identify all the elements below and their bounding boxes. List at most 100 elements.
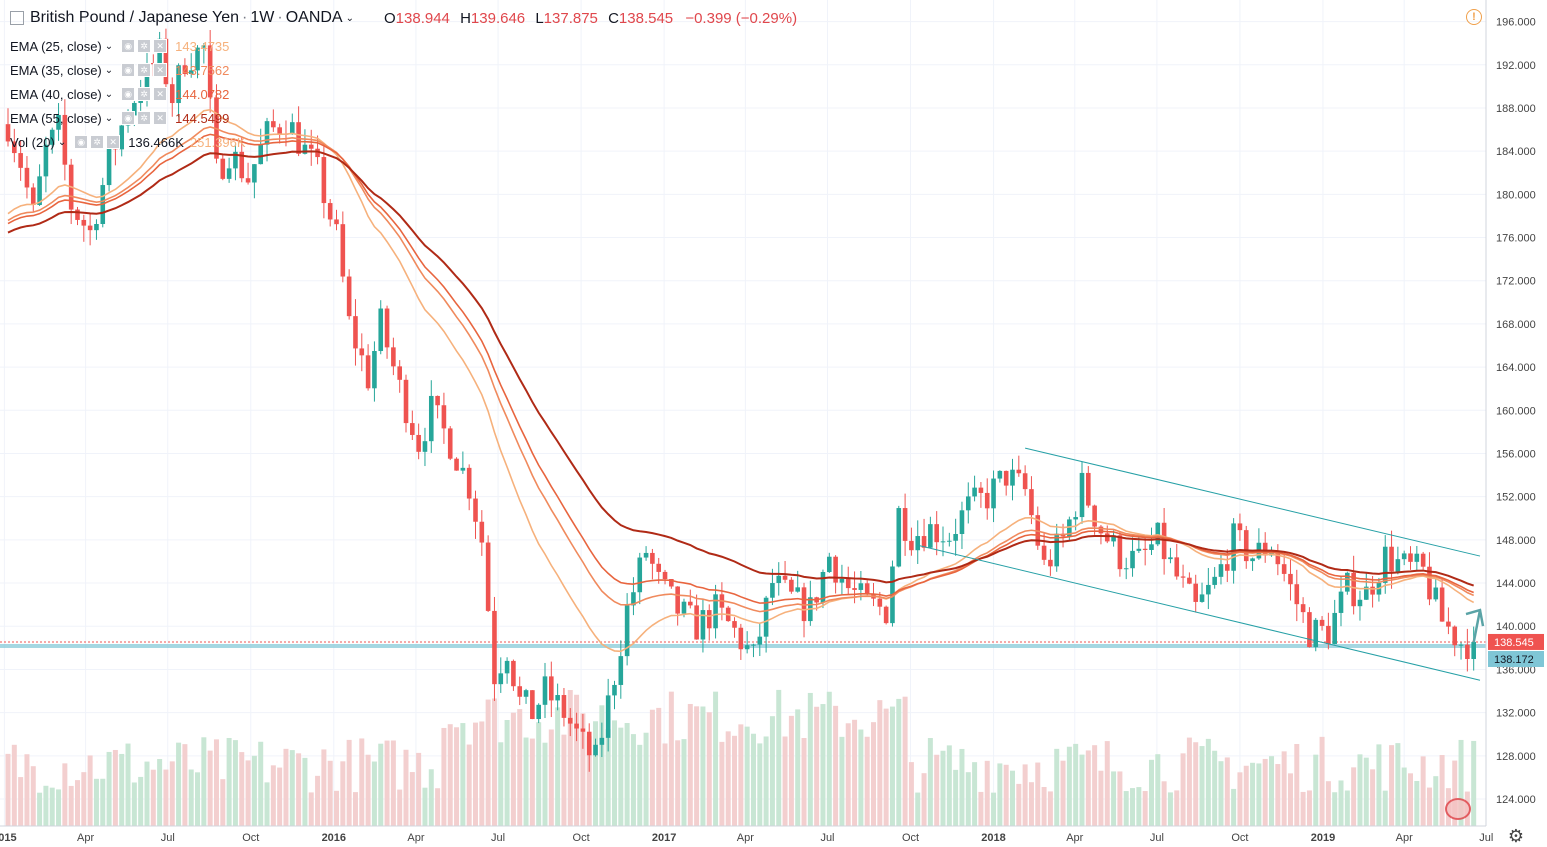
eye-icon[interactable]: ◉ — [121, 63, 136, 77]
candle-body — [378, 308, 384, 352]
candle-body — [1370, 586, 1375, 595]
chevron-down-icon[interactable]: ⌄ — [104, 88, 114, 100]
volume-bar — [902, 696, 908, 826]
volume-bar — [1073, 743, 1079, 826]
close-icon[interactable]: ✕ — [153, 87, 168, 101]
gear-icon[interactable]: ✲ — [90, 135, 105, 149]
candle-body — [713, 594, 718, 629]
volume-bar — [251, 755, 257, 826]
chevron-down-icon[interactable]: ⌄ — [57, 136, 67, 148]
volume-bar — [1325, 781, 1331, 826]
legend-row-ema25[interactable]: EMA (25, close) ⌄ ◉ ✲ ✕ 143.4735 — [0, 34, 246, 58]
eye-icon[interactable]: ◉ — [121, 87, 136, 101]
eye-icon[interactable]: ◉ — [74, 135, 89, 149]
close-icon[interactable]: ✕ — [153, 39, 168, 53]
candle-body — [1161, 522, 1167, 560]
volume-bar — [788, 715, 794, 826]
gear-icon[interactable]: ✲ — [137, 87, 152, 101]
volume-bar — [1401, 767, 1407, 826]
gear-icon[interactable]: ✲ — [137, 63, 152, 77]
legend-row-ema35[interactable]: EMA (35, close) ⌄ ◉ ✲ ✕ 143.7562 — [0, 58, 246, 82]
collapse-icon[interactable] — [10, 11, 24, 25]
interval-label[interactable]: 1W — [250, 9, 275, 26]
volume-bar — [1054, 748, 1060, 826]
candle-body — [1414, 553, 1420, 562]
close-icon[interactable]: ✕ — [153, 63, 168, 77]
close-icon[interactable]: ✕ — [106, 135, 121, 149]
ema-55-line — [7, 150, 1474, 587]
volume-bar — [517, 709, 523, 826]
candle-body — [902, 508, 908, 541]
volume-bar — [1382, 790, 1388, 826]
candle-body — [1319, 619, 1325, 626]
legend-row-volume[interactable]: Vol (20) ⌄ ◉ ✲ ✕ 136.466K 251.396K — [0, 130, 246, 154]
eye-icon[interactable]: ◉ — [121, 111, 136, 125]
volume-bar — [725, 731, 731, 826]
volume-bar — [927, 738, 933, 826]
indicator-legend: EMA (25, close) ⌄ ◉ ✲ ✕ 143.4735 EMA (35, … — [0, 34, 246, 154]
price-tick-label: 152.000 — [1496, 492, 1536, 504]
gear-icon[interactable]: ⚙ — [1507, 825, 1525, 846]
symbol-name[interactable]: British Pound / Japanese Yen — [30, 9, 240, 26]
volume-bar — [1287, 773, 1293, 826]
candle-body — [498, 673, 504, 685]
volume-bar — [700, 706, 706, 826]
candle-body — [460, 467, 466, 471]
legend-row-ema40[interactable]: EMA (40, close) ⌄ ◉ ✲ ✕ 144.0782 — [0, 82, 246, 106]
candle-body — [1142, 548, 1148, 550]
chevron-down-icon[interactable]: ⌄ — [104, 40, 114, 52]
volume-bar — [1117, 771, 1123, 826]
close-icon[interactable]: ✕ — [153, 111, 168, 125]
volume-bar — [1186, 737, 1192, 826]
volume-bar — [738, 724, 744, 826]
volume-bar — [435, 788, 441, 826]
candle-body — [1231, 523, 1236, 571]
volume-bar — [359, 738, 365, 826]
candle-body — [845, 578, 851, 589]
volume-bar — [997, 763, 1003, 826]
legend-row-ema55[interactable]: EMA (55, close) ⌄ ◉ ✲ ✕ 144.5499 — [0, 106, 246, 130]
volume-bar — [195, 772, 201, 826]
candle-body — [37, 176, 42, 206]
gear-icon[interactable]: ✲ — [137, 39, 152, 53]
volume-bar — [574, 694, 580, 826]
volume-bar — [877, 700, 883, 826]
candle-body — [289, 122, 295, 135]
volume-bar — [656, 707, 662, 826]
candle-body — [1332, 612, 1337, 645]
chevron-down-icon[interactable]: ⌄ — [104, 112, 114, 124]
volume-bar — [176, 742, 182, 826]
candle-body — [1029, 489, 1034, 516]
volume-bar — [466, 744, 472, 826]
candle-body — [1471, 641, 1476, 660]
chevron-down-icon[interactable]: ⌄ — [345, 12, 354, 24]
gear-icon[interactable]: ✲ — [137, 111, 152, 125]
candle-body — [896, 508, 902, 567]
exchange-label[interactable]: OANDA — [285, 9, 343, 26]
volume-bar — [845, 723, 851, 826]
candle-body — [1048, 559, 1053, 567]
time-tick-label: 2017 — [652, 832, 676, 844]
candle-body — [1363, 586, 1369, 600]
chevron-down-icon[interactable]: ⌄ — [104, 64, 114, 76]
volume-bar — [1079, 754, 1085, 826]
candle-body — [1104, 533, 1110, 542]
candle-body — [536, 704, 541, 720]
candle-body — [1237, 523, 1243, 531]
candle-body — [454, 458, 459, 471]
alert-icon[interactable]: ! — [1466, 9, 1482, 25]
price-tick-label: 164.000 — [1496, 362, 1536, 374]
candle-body — [991, 478, 996, 509]
candle-body — [1326, 625, 1331, 645]
price-tick-label: 192.000 — [1496, 60, 1536, 72]
volume-bar — [889, 706, 895, 826]
candle-body — [1054, 533, 1060, 567]
volume-bar — [567, 690, 573, 826]
volume-bar — [182, 744, 188, 826]
volume-bar — [643, 732, 649, 826]
time-tick-label: Oct — [573, 832, 590, 844]
eye-icon[interactable]: ◉ — [121, 39, 136, 53]
volume-bar — [403, 749, 409, 826]
legend-value: 136.466K — [128, 134, 184, 150]
